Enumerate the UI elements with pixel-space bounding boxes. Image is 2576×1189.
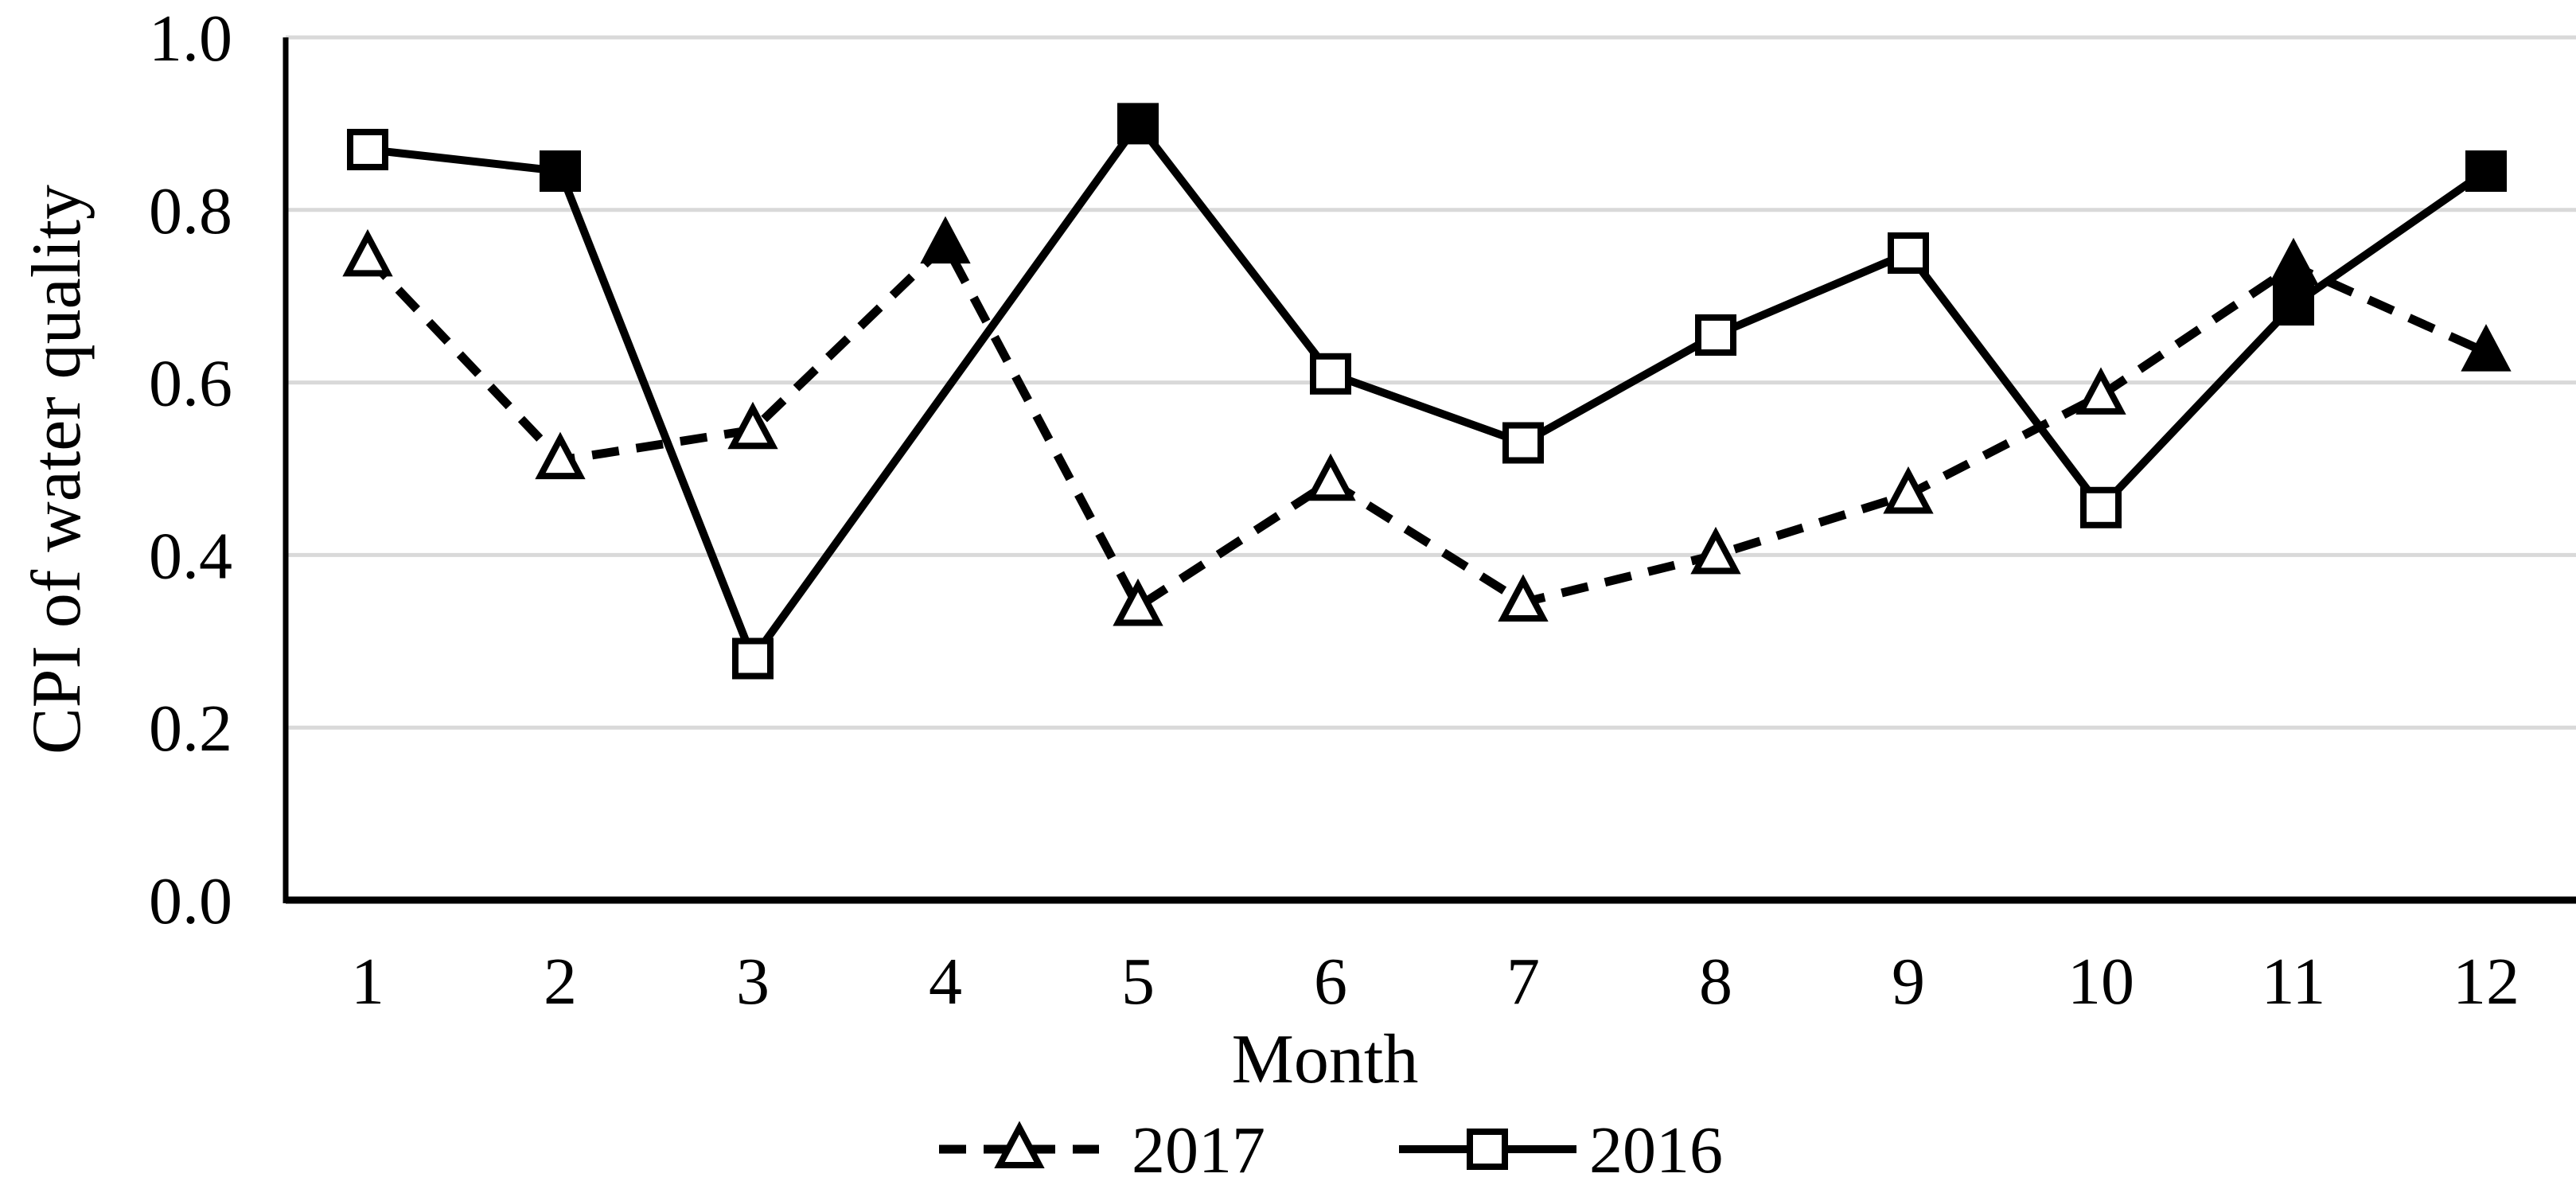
x-tick-label: 9 [1892,945,1925,1019]
y-tick-label: 1.0 [149,2,232,76]
y-axis-title: CPI of water quality [18,185,95,754]
x-tick-label: 8 [1699,945,1732,1019]
plot-area: 0.00.20.40.60.81.01 2 3 4 5 6 7 8 9 10 11 12 [149,2,2576,1019]
y-tick-label: 0.4 [149,519,232,593]
marker-triangle-2017-month-1 [342,228,393,277]
x-tick-label: 10 [2067,945,2134,1019]
legend-triangle-marker-icon [994,1121,1045,1168]
marker-square-2016-month-11 [2273,284,2314,326]
legend: 2017 2016 [939,1113,1723,1187]
legend-item-2017: 2017 [939,1113,1265,1187]
series-2017-line [364,237,2488,614]
y-tick-label: 0.0 [149,864,232,938]
marker-square-2016-month-3 [732,637,774,680]
y-tick-label: 0.6 [149,347,232,421]
marker-square-2016-month-9 [1888,232,1929,274]
x-tick-label: 4 [929,945,962,1019]
marker-triangle-2017-month-5 [1113,578,1163,626]
marker-triangle-2017-month-3 [727,401,778,450]
y-tick-label: 0.2 [149,692,232,766]
x-tick-label: 12 [2453,945,2519,1019]
marker-triangle-2017-month-9 [1883,466,1934,514]
x-axis-title: Month [1232,1021,1419,1098]
marker-square-2016-month-7 [1502,422,1544,464]
series-2016-line [367,117,2488,667]
marker-triangle-2017-month-11 [2268,237,2319,286]
marker-square-2016-month-5 [1117,103,1159,145]
marker-triangle-2017-month-7 [1498,574,1549,622]
x-tick-label: 11 [2262,945,2326,1019]
y-tick-label: 0.8 [149,174,232,248]
marker-triangle-2017-month-8 [1690,526,1741,575]
x-tick-label: 3 [736,945,770,1019]
marker-square-2016-month-10 [2080,486,2122,528]
legend-item-2016: 2016 [1399,1113,1723,1187]
marker-square-2016-month-2 [540,150,581,193]
legend-label-2016: 2016 [1589,1113,1723,1187]
x-tick-label: 6 [1314,945,1347,1019]
legend-label-2017: 2017 [1132,1113,1265,1187]
marker-triangle-2017-month-6 [1305,453,1356,501]
marker-triangle-2017-month-4 [920,216,971,264]
x-tick-label: 5 [1121,945,1155,1019]
marker-square-2016-month-12 [2465,150,2507,193]
marker-triangle-2017-month-10 [2075,367,2126,415]
x-tick-label: 2 [544,945,577,1019]
legend-square-marker-icon [1467,1129,1508,1170]
marker-square-2016-month-6 [1310,353,1351,395]
marker-triangle-2017-month-2 [535,431,586,480]
x-tick-label: 1 [351,945,384,1019]
marker-triangle-2017-month-12 [2461,324,2512,372]
marker-square-2016-month-1 [347,128,388,170]
marker-square-2016-month-8 [1695,314,1736,356]
x-tick-label: 7 [1506,945,1540,1019]
